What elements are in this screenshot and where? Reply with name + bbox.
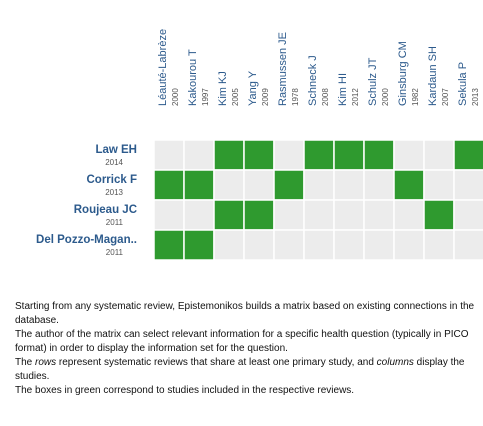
column-year: 2009 <box>261 88 270 106</box>
note: The rows represent systematic reviews th… <box>15 356 477 384</box>
cell <box>303 229 335 261</box>
cell <box>333 229 365 261</box>
cell <box>393 139 425 171</box>
column-year: 1997 <box>201 88 210 106</box>
cell <box>303 199 335 231</box>
cell <box>393 229 425 261</box>
column-year: 1982 <box>411 88 420 106</box>
cell <box>273 199 305 231</box>
cell <box>273 139 305 171</box>
cell <box>243 229 275 261</box>
column-year: 2013 <box>471 88 480 106</box>
cell <box>243 169 275 201</box>
cell <box>363 229 395 261</box>
cell <box>213 199 245 231</box>
column-name: Rasmussen JE <box>277 32 289 106</box>
cell <box>393 199 425 231</box>
cell <box>183 229 215 261</box>
row-year: 2011 <box>106 248 124 257</box>
cell <box>453 199 483 231</box>
note-part: represent systematic reviews that share … <box>56 357 377 368</box>
note: The author of the matrix can select rele… <box>15 329 469 354</box>
cell <box>453 229 483 261</box>
row-name: Law EH <box>95 144 137 156</box>
cell <box>183 139 215 171</box>
cell <box>213 169 245 201</box>
cell <box>273 169 305 201</box>
cell <box>243 139 275 171</box>
note-emph: rows <box>35 357 57 368</box>
note: The boxes in green correspond to studies… <box>15 385 355 396</box>
cell <box>303 139 335 171</box>
row-name: Roujeau JC <box>74 204 137 216</box>
column-year: 2008 <box>321 88 330 106</box>
column-year: 1978 <box>291 88 300 106</box>
cell <box>153 229 185 261</box>
cell <box>333 199 365 231</box>
cell <box>363 199 395 231</box>
column-name: Schneck J <box>307 55 319 106</box>
cell <box>243 199 275 231</box>
cell <box>213 139 245 171</box>
row-name: Del Pozzo-Magan.. <box>36 234 137 246</box>
column-year: 2007 <box>441 88 450 106</box>
cell <box>423 229 455 261</box>
cell <box>303 169 335 201</box>
notes: Starting from any systematic review, Epi… <box>15 300 477 398</box>
note-part: The <box>15 357 36 368</box>
column-year: 2005 <box>231 88 240 106</box>
column-name: Léauté-Labrèze <box>157 29 169 106</box>
cell <box>453 169 483 201</box>
cell <box>333 139 365 171</box>
cell <box>273 229 305 261</box>
column-name: Kakourou T <box>187 49 199 106</box>
column-year: 2000 <box>171 88 180 106</box>
cell <box>333 169 365 201</box>
note-emph: columns <box>376 357 414 368</box>
cell <box>393 169 425 201</box>
column-name: Kim HI <box>337 73 349 106</box>
cell <box>423 199 455 231</box>
row-year: 2013 <box>105 188 123 197</box>
column-name: Kardaun SH <box>427 46 439 106</box>
row-year: 2014 <box>105 158 123 167</box>
note: Starting from any systematic review, Epi… <box>15 301 475 326</box>
cell <box>183 199 215 231</box>
cell <box>183 169 215 201</box>
row-name: Corrick F <box>87 174 138 186</box>
column-name: Sekula P <box>457 62 469 106</box>
cell <box>363 169 395 201</box>
cell <box>363 139 395 171</box>
cell <box>423 169 455 201</box>
cell <box>453 139 483 171</box>
column-name: Kim KJ <box>217 71 229 106</box>
cell <box>153 139 185 171</box>
column-name: Yang Y <box>247 70 259 106</box>
column-name: Schulz JT <box>367 57 379 106</box>
row-year: 2011 <box>106 218 124 227</box>
column-year: 2000 <box>381 88 390 106</box>
column-year: 2012 <box>351 88 360 106</box>
cell <box>153 169 185 201</box>
note-part: display the studies. <box>15 357 465 382</box>
cell <box>423 139 455 171</box>
cell <box>153 199 185 231</box>
cell <box>213 229 245 261</box>
matrix: Léauté-Labrèze 2000 Kakourou T 1997 Kim KJ 20… <box>36 29 483 261</box>
column-name: Ginsburg CM <box>397 41 409 106</box>
